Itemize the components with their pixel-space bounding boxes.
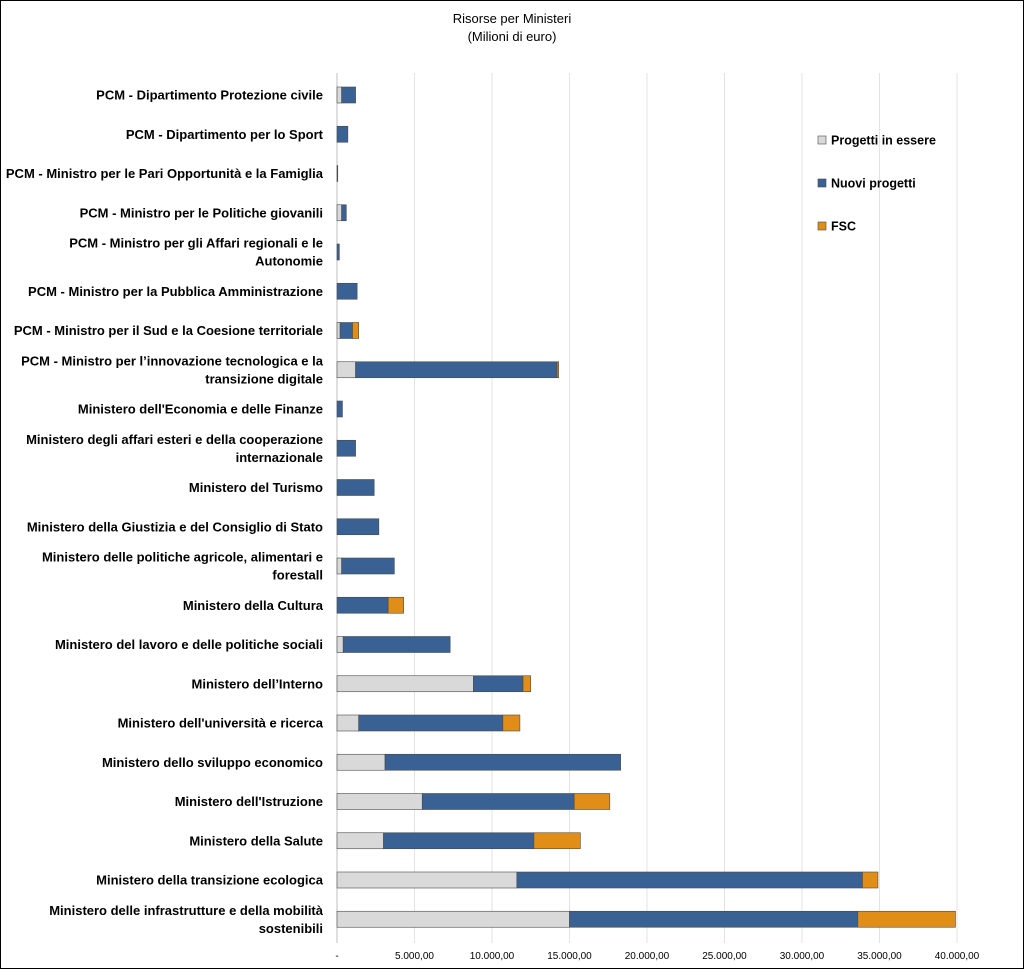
bar-segment (384, 753, 621, 771)
bar-segment (336, 400, 343, 418)
grid-lines (336, 73, 958, 943)
category-label: PCM - Ministro per gli Affari regionali … (69, 236, 323, 251)
bar-segment (336, 204, 342, 222)
chart-subtitle: (Milioni di euro) (468, 29, 557, 44)
category-label: Ministero delle infrastrutture e della m… (49, 903, 324, 918)
category-label: PCM - Ministro per il Sud e la Coesione … (14, 323, 323, 338)
bar-segment (336, 714, 360, 732)
bar-segment (336, 243, 340, 261)
x-tick-label: - (335, 951, 338, 962)
category-label: Ministero del lavoro e delle politiche s… (55, 637, 323, 652)
category-label: Ministero della transizione ecologica (96, 873, 324, 888)
bar-segment (522, 675, 532, 693)
legend: Progetti in essere Nuovi progetti FSC (817, 134, 936, 234)
x-tick-label: 25.000,00 (702, 951, 747, 962)
bar-segment (336, 86, 342, 104)
x-tick-label: 30.000,00 (780, 951, 825, 962)
bar-segment (473, 675, 524, 693)
bar-segment (857, 910, 956, 928)
bar-segment (336, 282, 358, 300)
category-label: PCM - Ministro per le Politiche giovanil… (80, 205, 323, 220)
bar-segment (342, 636, 451, 653)
bar-segment (556, 361, 559, 379)
category-label: Ministero della Cultura (183, 598, 324, 613)
category-label: transizione digitale (205, 371, 323, 386)
bar-segment (352, 322, 359, 339)
bar-segment (336, 518, 380, 536)
category-label: Ministero delle politiche agricole, alim… (42, 550, 323, 565)
category-label: sostenibili (259, 921, 323, 936)
bar-segment (387, 596, 404, 614)
bar-segment (516, 871, 863, 889)
category-label: Ministero della Salute (189, 833, 323, 848)
bars (336, 86, 956, 928)
bar-segment (862, 871, 879, 889)
bar-segment (355, 361, 558, 379)
category-label: Ministero dell'Economia e delle Finanze (78, 402, 323, 417)
category-label: Ministero dell'Istruzione (175, 794, 323, 809)
category-label: PCM - Dipartimento Protezione civile (96, 88, 323, 103)
x-tick-label: 10.000,00 (470, 951, 515, 962)
bar-segment (336, 793, 423, 810)
chart-title: Risorse per Ministeri (453, 11, 572, 26)
category-label: Ministero dell’Interno (192, 676, 324, 691)
bar-segment (336, 322, 341, 339)
x-tick-label: 15.000,00 (547, 951, 592, 962)
category-label: PCM - Ministro per l’innovazione tecnolo… (21, 353, 324, 368)
bar-segment (383, 832, 535, 850)
x-tick-label: 35.000,00 (857, 951, 902, 962)
bar-segment (336, 636, 344, 653)
category-label: Autonomie (255, 254, 323, 269)
category-label: Ministero degli affari esteri e della co… (26, 432, 323, 447)
category-label: PCM - Dipartimento per lo Sport (126, 127, 324, 142)
category-label: internazionale (236, 450, 323, 465)
bar-segment (421, 793, 575, 810)
legend-swatch (817, 135, 827, 145)
legend-swatch (817, 221, 827, 231)
bar-segment (336, 125, 349, 143)
category-label: Ministero dell'università e ricerca (118, 716, 324, 731)
bar-segment (341, 86, 356, 104)
x-axis-ticks: - 5.000,00 10.000,00 15.000,00 20.000,00 25.0… (335, 951, 979, 962)
category-label: PCM - Ministro per la Pubblica Amministr… (28, 284, 323, 299)
bar-segment (336, 479, 375, 496)
category-label: Ministero del Turismo (189, 480, 323, 495)
category-labels: PCM - Dipartimento Protezione civile PCM … (6, 88, 324, 936)
bar-segment (336, 832, 384, 850)
x-tick-label: 40.000,00 (935, 951, 980, 962)
category-label: PCM - Ministro per le Pari Opportunità e… (6, 166, 324, 181)
category-label: forestall (272, 568, 323, 583)
bar-segment (573, 793, 611, 810)
bar-segment (336, 439, 356, 457)
x-tick-label: 5.000,00 (395, 951, 434, 962)
bar-segment (336, 596, 389, 614)
bar-segment (341, 204, 347, 222)
legend-label: Progetti in essere (831, 134, 936, 148)
bar-segment (336, 557, 342, 575)
bar-segment (358, 714, 504, 732)
bar-segment (533, 832, 581, 850)
bar-segment (336, 165, 339, 182)
category-label: Ministero della Giustizia e del Consigli… (27, 519, 323, 534)
bar-segment (336, 871, 518, 889)
legend-swatch (817, 178, 827, 188)
bar-segment (336, 675, 474, 693)
bar-segment (336, 753, 386, 771)
bar-segment (569, 910, 859, 928)
legend-label: Nuovi progetti (831, 177, 916, 191)
legend-label: FSC (831, 220, 856, 234)
bar-segment (336, 910, 570, 928)
category-label: Ministero dello sviluppo economico (102, 755, 323, 770)
x-tick-label: 20.000,00 (625, 951, 670, 962)
bar-segment (339, 322, 353, 339)
bar-segment (341, 557, 395, 575)
bar-segment (336, 361, 356, 379)
bar-segment (502, 714, 521, 732)
